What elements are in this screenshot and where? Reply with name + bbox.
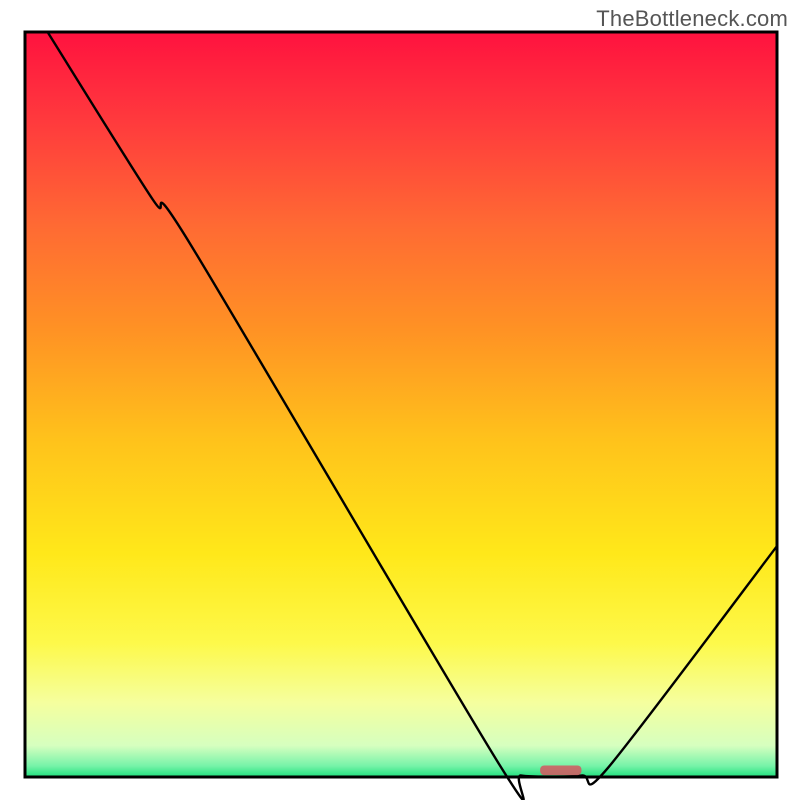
chart-svg xyxy=(0,0,800,800)
watermark-text: TheBottleneck.com xyxy=(596,6,788,32)
bottleneck-chart: TheBottleneck.com xyxy=(0,0,800,800)
optimal-marker xyxy=(540,765,581,775)
plot-background xyxy=(25,32,777,777)
